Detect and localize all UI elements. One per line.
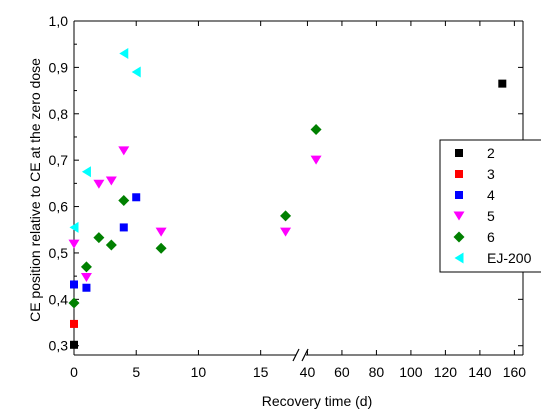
- y-tick-label: 0,7: [49, 152, 69, 168]
- y-tick-label: 1,0: [49, 13, 69, 29]
- data-point: [310, 124, 322, 136]
- y-tick-label: 0,3: [49, 338, 69, 354]
- x-tick-label: 40: [300, 364, 316, 380]
- data-point: [119, 223, 128, 232]
- series-4: [70, 193, 141, 292]
- legend-label: 3: [487, 166, 495, 182]
- y-tick-label: 0,9: [49, 59, 69, 75]
- legend-label: 5: [487, 208, 495, 224]
- data-point: [93, 179, 105, 189]
- y-tick-label: 0,4: [49, 291, 69, 307]
- y-tick-label: 0,6: [49, 199, 69, 215]
- data-point: [70, 340, 78, 349]
- data-point: [105, 239, 117, 251]
- legend-marker: [455, 191, 463, 199]
- data-point: [105, 176, 117, 186]
- data-point: [68, 239, 80, 249]
- data-point: [68, 297, 80, 309]
- legend-marker: [454, 252, 464, 264]
- legend-marker: [453, 231, 465, 243]
- x-tick-label: 0: [70, 364, 78, 380]
- legend-marker: [455, 149, 463, 157]
- data-point: [132, 193, 141, 202]
- legend-marker: [455, 170, 463, 178]
- x-tick-label: 100: [399, 364, 423, 380]
- legend-box: [439, 139, 541, 273]
- series-ej-200: [69, 47, 141, 233]
- x-axis-title: Recovery time (d): [262, 393, 372, 409]
- y-tick-label: 0,5: [49, 245, 69, 261]
- x-tick-label: 80: [369, 364, 385, 380]
- data-point: [80, 261, 92, 273]
- data-point: [118, 146, 130, 156]
- x-tick-label: 140: [468, 364, 492, 380]
- data-point: [69, 221, 79, 233]
- data-point: [119, 47, 129, 59]
- x-tick-label: 10: [191, 364, 207, 380]
- data-point: [155, 242, 167, 254]
- legend-label: 2: [487, 145, 495, 161]
- data-point: [82, 283, 91, 292]
- x-tick-label: 60: [334, 364, 350, 380]
- y-tick-label: 0,8: [49, 106, 69, 122]
- data-point: [80, 273, 92, 283]
- data-point: [81, 166, 91, 178]
- data-point: [280, 210, 292, 222]
- data-point: [93, 232, 105, 244]
- axis-break-mark: [292, 348, 300, 362]
- legend-label: 6: [487, 229, 495, 245]
- legend-label: EJ-200: [487, 250, 532, 266]
- data-point: [280, 227, 292, 237]
- data-point: [310, 155, 322, 165]
- data-point: [131, 66, 141, 78]
- data-point: [118, 195, 130, 207]
- data-point: [70, 280, 78, 289]
- x-tick-label: 160: [503, 364, 527, 380]
- series-3: [70, 319, 78, 328]
- series-5: [68, 146, 322, 283]
- x-tick-label: 15: [253, 364, 269, 380]
- y-axis-title: CE position relative to CE at the zero d…: [27, 58, 43, 322]
- x-tick-label: 5: [132, 364, 140, 380]
- x-tick-label: 120: [434, 364, 458, 380]
- data-point: [155, 227, 167, 237]
- data-point: [70, 319, 78, 328]
- data-point: [498, 79, 507, 88]
- series-2: [70, 79, 507, 349]
- legend-marker: [453, 211, 465, 221]
- series-6: [68, 124, 322, 309]
- legend-label: 4: [487, 187, 495, 203]
